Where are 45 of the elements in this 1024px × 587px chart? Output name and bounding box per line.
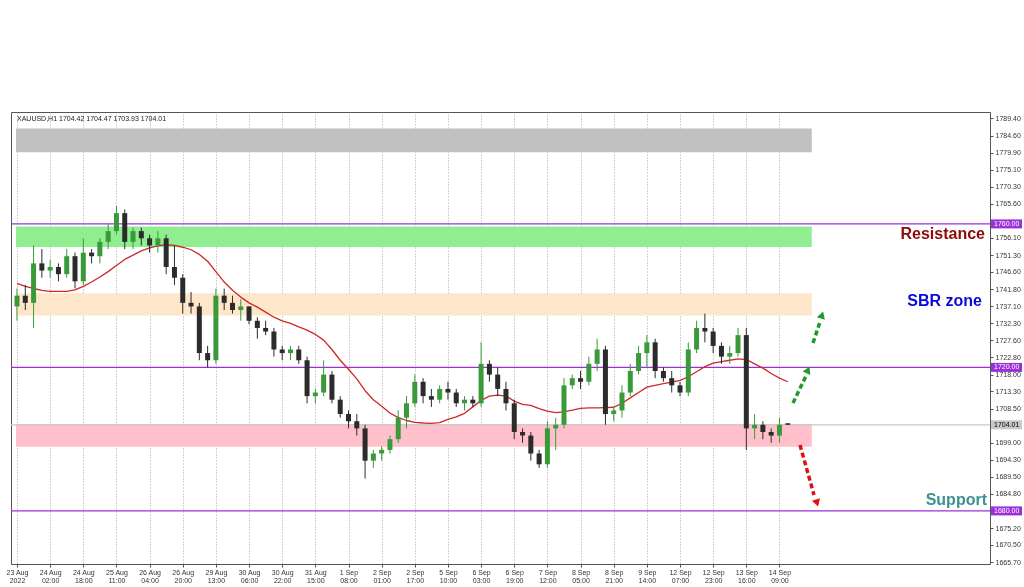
candlestick [354,413,360,437]
candlestick [64,248,70,279]
candlestick [710,327,716,354]
candlestick [644,334,650,368]
candlestick [39,248,45,279]
candlestick [155,230,161,254]
candlestick [14,288,20,322]
candlestick [221,288,227,311]
candlestick [22,284,28,311]
candlestick [694,320,700,354]
candlestick [760,420,766,440]
candlestick [412,374,418,408]
candlestick [636,345,642,376]
candlestick [702,313,708,343]
candlestick [238,298,244,322]
candlestick [627,363,633,397]
candlestick [420,377,426,404]
candlestick [130,227,136,250]
candlestick [97,237,103,264]
text: Support [925,491,988,508]
candlestick [528,431,534,462]
candlestick [495,366,501,397]
candlestick [171,244,177,286]
candlestick [503,381,509,411]
candlestick [105,223,111,250]
candlestick [205,345,211,368]
candlestick [271,327,277,358]
candlestick [669,370,675,394]
candlestick [619,384,625,419]
text: SBR zone [907,292,983,309]
candlestick [337,395,343,419]
candlestick [395,409,401,444]
candlestick [486,359,492,383]
candlestick [735,327,741,358]
candlestick [594,338,600,372]
candlestick [776,417,782,444]
candlestick [254,316,260,340]
candlestick [404,395,410,429]
candlestick [586,356,592,386]
candlestick [445,381,451,401]
candlestick [321,359,327,397]
candlestick [47,259,53,279]
candlestick [113,205,119,236]
text: Resistance [900,225,986,242]
candlestick [718,341,724,365]
